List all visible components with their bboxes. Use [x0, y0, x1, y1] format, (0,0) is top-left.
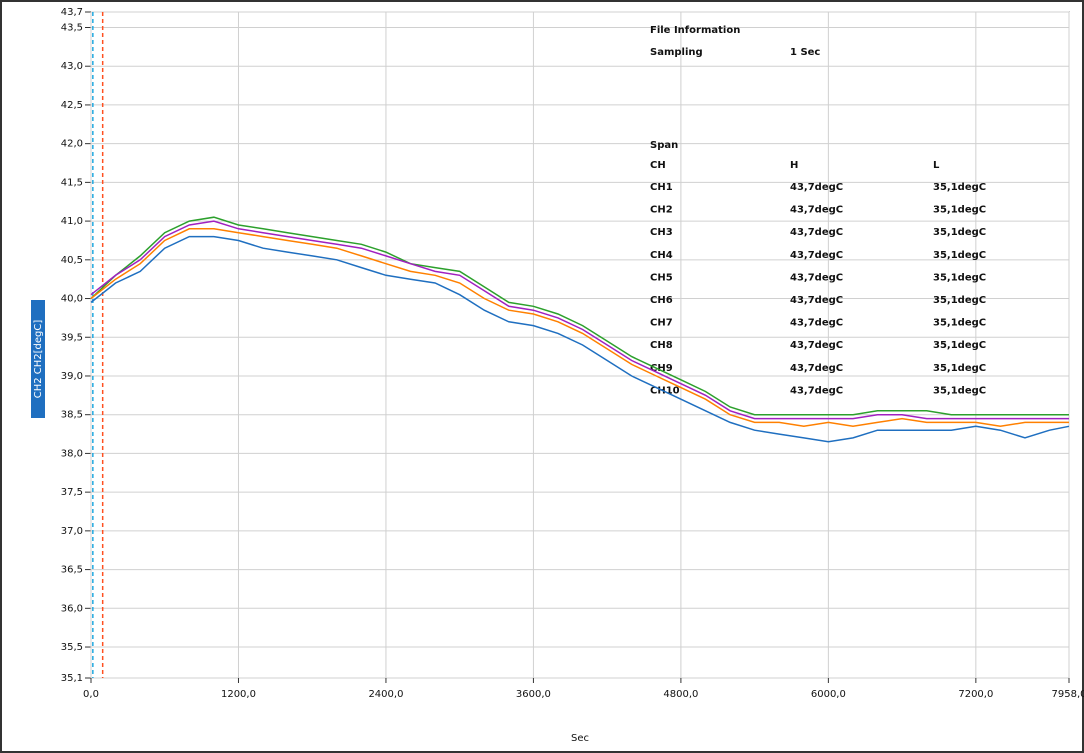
info-cell: 35,1degC [933, 295, 986, 306]
info-cell: 43,7degC [790, 182, 843, 193]
info-label: Span [650, 140, 678, 151]
plot-area [90, 11, 1070, 679]
info-cell: CH8 [650, 340, 673, 351]
y-tick-label: 36,5 [61, 565, 83, 576]
info-cell: 43,7degC [790, 340, 843, 351]
info-cell: 43,7degC [790, 318, 843, 329]
y-tick-label: 36,0 [61, 603, 83, 614]
info-label: Sampling [650, 47, 703, 58]
y-tick-label: 43,7 [61, 7, 83, 18]
y-axis-label-box [31, 300, 45, 418]
info-cell: 43,7degC [790, 205, 843, 216]
x-tick-label: 7958,0 [1052, 689, 1084, 700]
y-tick-label: 35,1 [61, 673, 83, 684]
info-cell: CH3 [650, 227, 673, 238]
info-header: H [790, 160, 798, 171]
info-cell: 35,1degC [933, 272, 986, 283]
x-tick-label: 7200,0 [958, 689, 993, 700]
info-cell: 35,1degC [933, 318, 986, 329]
info-cell: 35,1degC [933, 250, 986, 261]
info-cell: CH4 [650, 250, 673, 261]
info-cell: 35,1degC [933, 385, 986, 396]
info-cell: 35,1degC [933, 227, 986, 238]
info-cell: CH7 [650, 318, 673, 329]
x-tick-label: 6000,0 [811, 689, 846, 700]
x-tick-label: 4800,0 [663, 689, 698, 700]
info-value: 1 Sec [790, 47, 820, 58]
y-tick-label: 35,5 [61, 642, 83, 653]
x-tick-label: 2400,0 [368, 689, 403, 700]
info-cell: 43,7degC [790, 250, 843, 261]
y-tick-label: 41,5 [61, 177, 83, 188]
info-cell: 43,7degC [790, 227, 843, 238]
info-cell: 43,7degC [790, 295, 843, 306]
y-tick-label: 41,0 [61, 216, 83, 227]
y-tick-label: 42,0 [61, 139, 83, 150]
y-tick-label: 37,5 [61, 487, 83, 498]
series-line [90, 220, 1069, 420]
x-axis-label: Sec [571, 733, 589, 744]
info-cell: 43,7degC [790, 363, 843, 374]
y-tick-label: 37,0 [61, 526, 83, 537]
info-header: CH [650, 160, 666, 171]
info-cell: CH9 [650, 363, 673, 374]
info-title: File Information [650, 25, 740, 36]
info-cell: 43,7degC [790, 272, 843, 283]
info-cell: 35,1degC [933, 182, 986, 193]
y-tick-label: 39,0 [61, 371, 83, 382]
info-cell: CH1 [650, 182, 673, 193]
y-tick-label: 38,0 [61, 448, 83, 459]
y-tick-label: 40,5 [61, 255, 83, 266]
series-line [90, 235, 1070, 443]
x-tick-label: 3600,0 [516, 689, 551, 700]
x-tick-label: 1200,0 [221, 689, 256, 700]
y-axis-label: CH2 CH2[degC] [33, 320, 44, 399]
y-tick-label: 40,0 [61, 294, 83, 305]
info-cell: 43,7degC [790, 385, 843, 396]
info-cell: CH2 [650, 205, 673, 216]
series-line [90, 228, 1069, 428]
y-tick-label: 38,5 [61, 410, 83, 421]
series-line [90, 216, 1069, 416]
info-cell: 35,1degC [933, 363, 986, 374]
y-tick-label: 43,5 [61, 22, 83, 33]
info-cell: CH6 [650, 295, 673, 306]
info-cell: CH5 [650, 272, 673, 283]
info-cell: 35,1degC [933, 340, 986, 351]
y-tick-label: 43,0 [61, 61, 83, 72]
x-tick-label: 0,0 [83, 689, 99, 700]
info-cell: 35,1degC [933, 205, 986, 216]
y-tick-label: 39,5 [61, 332, 83, 343]
info-header: L [933, 160, 940, 171]
y-tick-label: 42,5 [61, 100, 83, 111]
